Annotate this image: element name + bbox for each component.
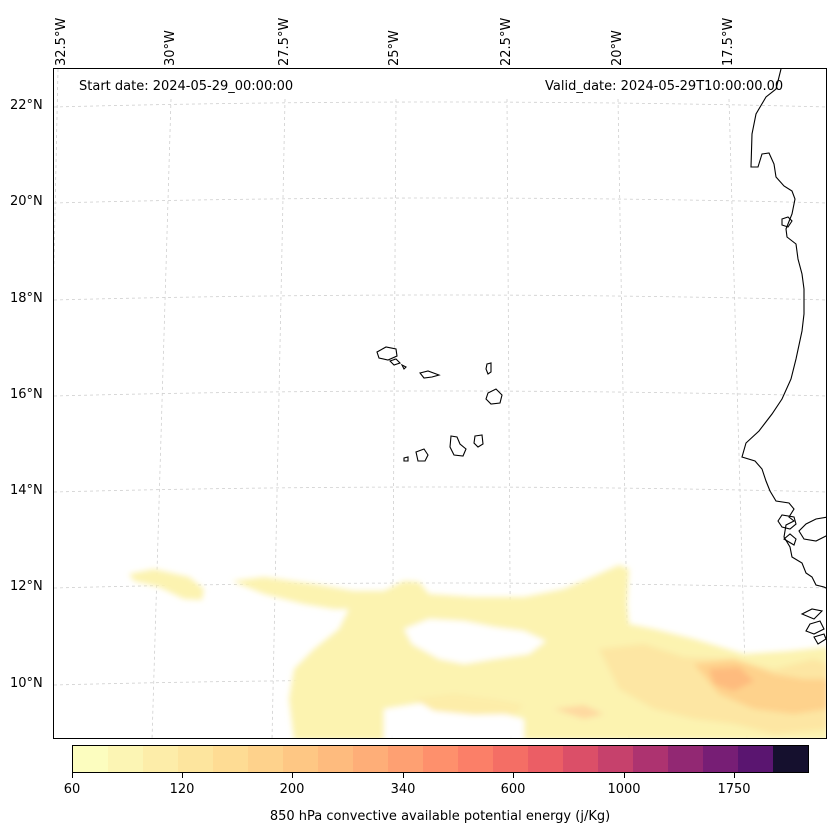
- colorbar-tick: [72, 773, 73, 778]
- colorbar-segment: [633, 746, 668, 772]
- colorbar-segment: [178, 746, 213, 772]
- colorbar-segment: [248, 746, 283, 772]
- lon-label-20w: 20°W: [610, 30, 625, 66]
- lat-label-12n: 12°N: [10, 579, 43, 594]
- cape-field: [129, 565, 826, 738]
- island-sal: [485, 362, 492, 375]
- colorbar-segment: [143, 746, 178, 772]
- colorbar-segment: [388, 746, 423, 772]
- island-boa-vista: [485, 388, 503, 405]
- colorbar-segment: [213, 746, 248, 772]
- lon-label-32-5w: 32.5°W: [54, 17, 69, 66]
- colorbar-tick: [182, 773, 183, 778]
- coastline: [741, 69, 826, 645]
- map-panel: [53, 68, 827, 739]
- colorbar-segment: [773, 746, 808, 772]
- colorbar-tick-label: 200: [279, 782, 305, 797]
- colorbar-tick: [513, 773, 514, 778]
- lon-label-27-5w: 27.5°W: [277, 17, 292, 66]
- colorbar-tick-label: 1750: [717, 782, 751, 797]
- colorbar-segment: [563, 746, 598, 772]
- colorbar-tick: [292, 773, 293, 778]
- colorbar-segment: [598, 746, 633, 772]
- island-fogo: [415, 448, 429, 462]
- valid-date-annotation: Valid_date: 2024-05-29T10:00:00.00: [545, 79, 784, 94]
- colorbar-tick: [624, 773, 625, 778]
- lon-label-17-5w: 17.5°W: [721, 17, 736, 66]
- colorbar: [72, 745, 809, 773]
- map-canvas: [54, 69, 826, 738]
- cape-verde-islands: [376, 346, 503, 462]
- lat-label-20n: 20°N: [10, 194, 43, 209]
- lon-label-30w: 30°W: [163, 30, 178, 66]
- colorbar-segment: [108, 746, 143, 772]
- colorbar-segment: [458, 746, 493, 772]
- island-santiago: [449, 435, 467, 457]
- colorbar-tick: [403, 773, 404, 778]
- island-santo-antao: [376, 346, 398, 361]
- colorbar-segment: [353, 746, 388, 772]
- start-date-annotation: Start date: 2024-05-29_00:00:00: [79, 79, 294, 94]
- colorbar-segment: [423, 746, 458, 772]
- lat-label-16n: 16°N: [10, 387, 43, 402]
- colorbar-tick-label: 1000: [607, 782, 641, 797]
- colorbar-segment: [668, 746, 703, 772]
- lat-label-10n: 10°N: [10, 676, 43, 691]
- colorbar-tick: [734, 773, 735, 778]
- island-sao-nicolau: [419, 370, 441, 379]
- colorbar-segment: [73, 746, 108, 772]
- lat-label-22n: 22°N: [10, 98, 43, 113]
- lat-label-14n: 14°N: [10, 483, 43, 498]
- island-maio: [473, 434, 484, 448]
- colorbar-segment: [318, 746, 353, 772]
- lon-label-22-5w: 22.5°W: [499, 17, 514, 66]
- colorbar-tick-label: 600: [500, 782, 526, 797]
- colorbar-title: 850 hPa convective available potential e…: [269, 809, 611, 824]
- island-brava: [403, 456, 409, 462]
- colorbar-segment: [703, 746, 738, 772]
- island-sao-vicente: [388, 358, 402, 366]
- colorbar-tick-label: 120: [169, 782, 195, 797]
- colorbar-tick-label: 340: [390, 782, 416, 797]
- lon-label-25w: 25°W: [387, 30, 402, 66]
- colorbar-segment: [493, 746, 528, 772]
- island-santa-luzia: [400, 363, 407, 370]
- colorbar-tick-label: 60: [63, 782, 81, 797]
- colorbar-segment: [528, 746, 563, 772]
- colorbar-segment: [738, 746, 773, 772]
- colorbar-segment: [283, 746, 318, 772]
- lat-label-18n: 18°N: [10, 291, 43, 306]
